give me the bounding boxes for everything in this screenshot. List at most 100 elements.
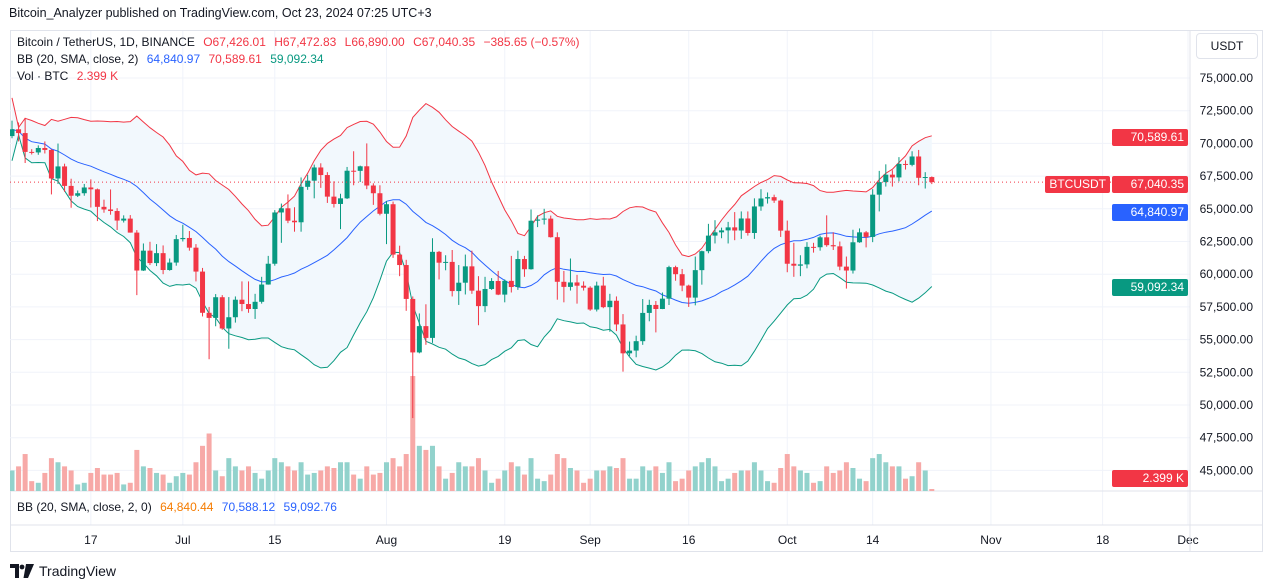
candle-body: [429, 251, 435, 338]
volume-bar: [344, 462, 350, 491]
candle-body: [896, 163, 902, 178]
volume-bar: [751, 462, 757, 491]
x-tick-label: Jul: [175, 533, 190, 547]
candle-body: [712, 232, 718, 236]
volume-bar: [502, 470, 508, 491]
volume-bar: [16, 466, 22, 491]
volume-bar: [338, 462, 343, 491]
candle-body: [186, 237, 192, 248]
bb-lower-price-label: 59,092.34: [1112, 279, 1188, 296]
volume-bar: [666, 462, 672, 491]
volume-bar: [640, 466, 646, 491]
y-tick-label: 47,500.00: [1200, 431, 1254, 445]
volume-bar: [75, 484, 81, 491]
candle-body: [535, 219, 541, 221]
candle-body: [298, 186, 304, 223]
candle-body: [55, 166, 61, 179]
candle-body: [561, 281, 567, 287]
candle-body: [101, 206, 107, 210]
candle-body: [331, 196, 337, 204]
volume-bar: [811, 482, 817, 491]
change-value: −385.65 (−0.57%): [483, 35, 580, 49]
volume-bar: [482, 470, 488, 491]
y-tick-label: 62,500.00: [1200, 235, 1254, 249]
volume-bar: [443, 478, 449, 491]
candle-body: [489, 281, 495, 289]
candle-body: [423, 326, 429, 338]
volume-bar: [574, 470, 580, 491]
volume-bar: [791, 466, 797, 491]
volume-bar: [541, 481, 547, 491]
currency-button[interactable]: USDT: [1196, 33, 1258, 59]
y-tick-label: 72,500.00: [1200, 104, 1254, 118]
candle-body: [646, 304, 652, 313]
candle-body: [370, 185, 376, 194]
volume-bar: [213, 470, 219, 491]
volume-bar: [154, 472, 160, 491]
volume-bar: [226, 458, 232, 491]
volume-bar: [896, 466, 902, 491]
publisher-line: Bitcoin_Analyzer published on TradingVie…: [9, 6, 432, 20]
volume-bar: [239, 470, 245, 491]
volume-bar: [22, 454, 28, 491]
candle-body: [495, 281, 501, 295]
candle-body: [554, 237, 560, 282]
volume-bar: [738, 470, 744, 491]
volume-bar: [219, 476, 225, 491]
volume-legend: Vol · BTC 2.399 K: [17, 69, 123, 83]
bb-legend: BB (20, SMA, close, 2) 64,840.97 70,589.…: [17, 52, 329, 66]
volume-bar: [712, 466, 718, 491]
candle-body: [265, 263, 271, 285]
lower-pane-label[interactable]: BB (20, SMA, close, 2, 0): [17, 500, 152, 514]
y-tick-label: 45,000.00: [1200, 463, 1254, 477]
volume-bar: [508, 462, 514, 491]
volume-bar: [160, 474, 166, 491]
volume-bar: [206, 433, 212, 491]
footer-brand[interactable]: TradingView: [39, 563, 117, 579]
candle-body: [705, 235, 711, 252]
candle-body: [843, 266, 849, 271]
bb-label[interactable]: BB (20, SMA, close, 2): [17, 52, 139, 66]
candle-body: [147, 250, 153, 264]
volume-bar: [140, 466, 146, 491]
volume-bar: [587, 478, 593, 491]
volume-bar: [173, 476, 179, 491]
candle-body: [232, 299, 238, 318]
x-tick-label: 17: [84, 533, 98, 547]
symbol-name[interactable]: Bitcoin / TetherUS, 1D, BINANCE: [17, 35, 195, 49]
x-tick-label: 18: [1096, 533, 1110, 547]
candle-body: [344, 170, 350, 199]
candle-body: [154, 253, 160, 264]
candle-body: [193, 247, 199, 272]
low-value: L66,890.00: [344, 35, 405, 49]
volume-bar: [351, 474, 357, 491]
volume-bar: [29, 481, 35, 491]
candle-body: [16, 129, 22, 134]
bb-basis-value: 64,840.97: [146, 52, 201, 66]
candle-body: [318, 167, 324, 176]
candle-body: [817, 237, 823, 248]
volume-bar: [797, 470, 803, 491]
candle-body: [745, 218, 751, 233]
volume-label[interactable]: Vol · BTC: [17, 69, 69, 83]
volume-bar: [515, 466, 521, 491]
volume-bar: [305, 474, 311, 491]
high-value: H67,472.83: [274, 35, 337, 49]
candle-body: [351, 170, 357, 172]
candle-body: [68, 185, 74, 196]
candle-body: [456, 282, 462, 292]
volume-bar: [462, 466, 468, 491]
candle-body: [837, 246, 843, 267]
bb-upper-value: 70,589.61: [208, 52, 262, 66]
volume-bar: [554, 454, 560, 491]
candle-body: [140, 250, 146, 271]
x-tick-label: Sep: [579, 533, 601, 547]
candle-body: [765, 197, 771, 199]
volume-bar: [863, 481, 869, 491]
chart-frame: [10, 30, 1263, 552]
candle-body: [876, 182, 882, 195]
volume-bar: [88, 472, 94, 491]
volume-bar: [10, 470, 15, 491]
candle-body: [416, 326, 422, 353]
